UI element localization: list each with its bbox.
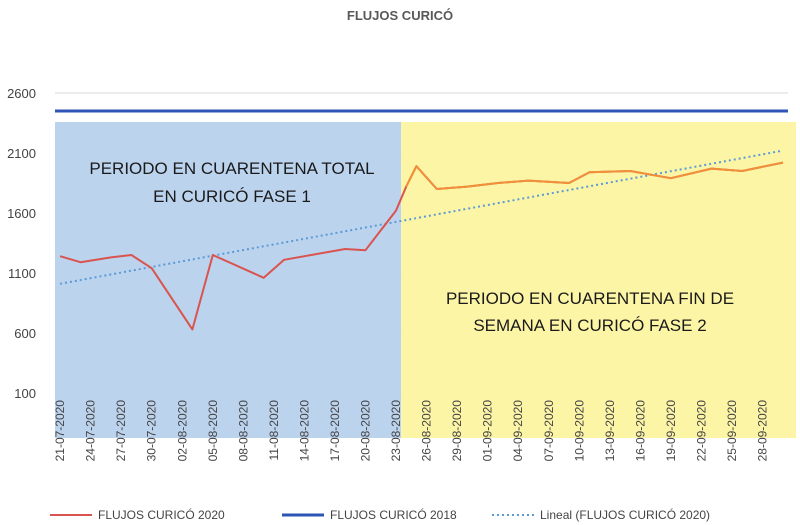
- x-tick-label: 28-09-2020: [756, 400, 770, 462]
- x-tick-label: 07-09-2020: [542, 400, 556, 462]
- y-tick-label: 2600: [7, 86, 36, 101]
- region-label-phase-1-line-1: PERIODO EN CUARENTENA TOTAL: [89, 159, 374, 178]
- x-tick-label: 04-09-2020: [511, 400, 525, 462]
- x-tick-label: 27-07-2020: [114, 400, 128, 462]
- region-phase-2: [401, 122, 796, 438]
- series-line-2020-phase-2: [405, 161, 784, 190]
- legend-item-2020: FLUJOS CURICÓ 2020: [50, 507, 225, 522]
- x-tick-label: 10-09-2020: [572, 400, 586, 462]
- x-tick-label: 16-09-2020: [633, 400, 647, 462]
- y-tick-label: 100: [14, 386, 36, 401]
- legend-label-2018: FLUJOS CURICÓ 2018: [330, 507, 457, 522]
- x-tick-label: 05-08-2020: [206, 400, 220, 462]
- x-axis-ticks: 21-07-2020 24-07-2020 27-07-2020 30-07-2020…: [53, 400, 769, 462]
- legend-label-trend: Lineal (FLUJOS CURICÓ 2020): [540, 507, 710, 522]
- region-label-phase-1: PERIODO EN CUARENTENA TOTAL EN CURICÓ FA…: [89, 159, 374, 206]
- legend: FLUJOS CURICÓ 2020 FLUJOS CURICÓ 2018 Li…: [50, 507, 710, 522]
- x-tick-label: 21-07-2020: [53, 400, 67, 462]
- y-tick-label: 1600: [7, 206, 36, 221]
- y-tick-label: 1100: [8, 266, 36, 281]
- legend-item-2018: FLUJOS CURICÓ 2018: [282, 507, 457, 522]
- x-tick-label: 19-09-2020: [664, 400, 678, 462]
- x-tick-label: 13-09-2020: [603, 400, 617, 462]
- region-label-phase-1-line-2: EN CURICÓ FASE 1: [153, 187, 311, 206]
- period-regions: [55, 122, 796, 438]
- x-tick-label: 26-08-2020: [420, 400, 434, 462]
- x-tick-label: 14-08-2020: [297, 400, 311, 462]
- x-tick-label: 29-08-2020: [450, 400, 464, 462]
- region-phase-1: [55, 122, 402, 438]
- region-label-phase-2-line-2: SEMANA EN CURICÓ FASE 2: [473, 316, 706, 335]
- legend-item-trend: Lineal (FLUJOS CURICÓ 2020): [492, 507, 710, 522]
- chart-title: FLUJOS CURICÓ: [347, 8, 453, 23]
- x-tick-label: 30-07-2020: [145, 400, 159, 462]
- x-tick-label: 22-09-2020: [694, 400, 708, 462]
- y-tick-label: 2100: [7, 146, 36, 161]
- y-tick-label: 600: [14, 326, 36, 341]
- x-tick-label: 24-07-2020: [84, 400, 98, 462]
- x-tick-label: 02-08-2020: [175, 400, 189, 462]
- x-tick-label: 01-09-2020: [481, 400, 495, 462]
- x-tick-label: 17-08-2020: [328, 400, 342, 462]
- x-tick-label: 11-08-2020: [267, 400, 281, 461]
- region-label-phase-2-line-1: PERIODO EN CUARENTENA FIN DE: [446, 289, 734, 308]
- series-layer: [55, 109, 788, 331]
- x-tick-label: 20-08-2020: [359, 400, 373, 462]
- legend-label-2020: FLUJOS CURICÓ 2020: [98, 507, 225, 522]
- y-axis-ticks: 100 600 1100 1600 2100 2600: [7, 86, 36, 401]
- region-label-phase-2: PERIODO EN CUARENTENA FIN DE SEMANA EN C…: [446, 289, 734, 335]
- x-tick-label: 23-08-2020: [389, 400, 403, 462]
- x-tick-label: 25-09-2020: [725, 400, 739, 462]
- x-tick-label: 08-08-2020: [236, 400, 250, 462]
